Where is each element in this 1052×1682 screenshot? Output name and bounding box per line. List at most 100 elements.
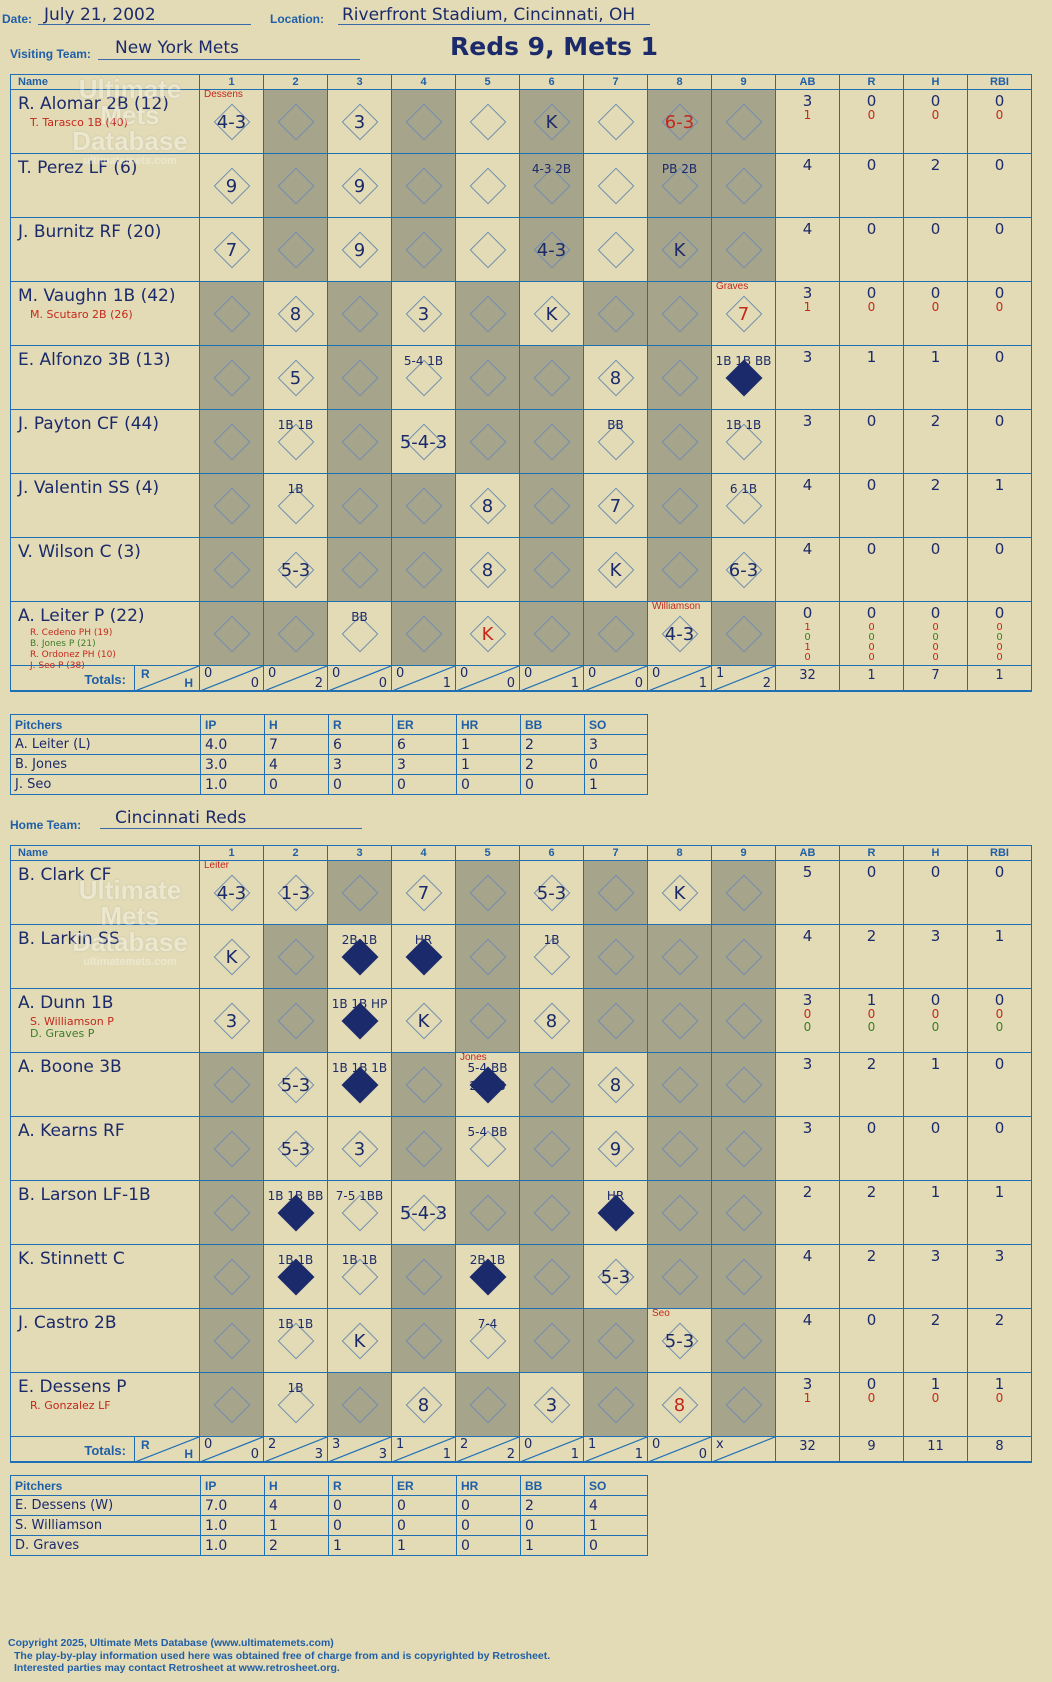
base-diamond [661, 1066, 698, 1103]
play-cell [712, 90, 776, 154]
stat-value: 0 [994, 540, 1005, 558]
inning-header: 2 [264, 845, 328, 861]
play-cell [328, 282, 392, 346]
play-cell: HR [584, 1181, 648, 1245]
pitchers-header-cell: SO [589, 1479, 607, 1493]
batter-name: M. Vaughn 1B (42) [18, 286, 176, 306]
play-cell: 6-3 [712, 538, 776, 602]
pitcher-stat-cell: 0 [457, 775, 521, 795]
base-diamond [597, 938, 634, 975]
pitcher-stat-cell: 2 [265, 1536, 329, 1556]
base-diamond [725, 874, 762, 911]
stat-cell: 0 [968, 538, 1032, 602]
pitcher-stat-cell: 1 [589, 1518, 598, 1534]
play-cell [520, 538, 584, 602]
inning-hits: 3 [378, 1447, 387, 1462]
base-diamond [213, 1066, 250, 1103]
stat-cell: 0 [840, 474, 904, 538]
watermark-logo: Ultimate Mets Database ultimatemets.com [40, 76, 220, 216]
sub-stat-value: 0 [931, 1007, 940, 1021]
play-cell [520, 1117, 584, 1181]
play-cell: 5-4-3 [392, 1181, 456, 1245]
stat-cell: 1 [968, 474, 1032, 538]
play-cell: 1B 1B [712, 410, 776, 474]
play-cell [456, 218, 520, 282]
play-cell: K [648, 218, 712, 282]
play-cell [200, 282, 264, 346]
play-cell [712, 218, 776, 282]
stat-cell: 0 [840, 218, 904, 282]
sub-stat-value: 0 [868, 622, 875, 633]
inning-hits: 1 [570, 676, 579, 691]
batter-row: J. Burnitz RF (20) 7 9 4-3 K 4 0 0 0 [10, 218, 1032, 282]
sub-stat-value: 0 [867, 1007, 876, 1021]
play-result: 1B [287, 482, 304, 496]
substitute-name: J. Seo P (38) [30, 661, 85, 671]
play-cell: K [200, 925, 264, 989]
base-diamond [213, 615, 250, 652]
pitcher-stat-cell: 0 [393, 775, 457, 795]
play-cell [584, 218, 648, 282]
sub-stat-value: 0 [803, 1007, 812, 1021]
pitcher-stat-cell: 4 [265, 755, 329, 774]
pitcher-stat-cell: 1 [457, 755, 521, 774]
stat-cell: 4 [776, 1245, 840, 1309]
inning-hits: 0 [250, 676, 259, 691]
play-result: 1B 1B [277, 1317, 314, 1331]
stat-cell: 0 [840, 861, 904, 925]
play-cell: 5 [264, 346, 328, 410]
stat-value: 0 [930, 284, 941, 302]
play-result: 7 [417, 883, 430, 904]
play-cell: 9 [328, 218, 392, 282]
play-cell: 4-3 2B [520, 154, 584, 218]
play-cell: K [648, 861, 712, 925]
play-cell: 2B 1B [456, 1245, 520, 1309]
sub-stat-value: 0 [867, 1391, 876, 1405]
batter-row: R. Alomar 2B (12) T. Tarasco 1B (40) 4-3 De… [10, 89, 1032, 154]
batter-name: B. Larson LF-1B [18, 1185, 151, 1205]
play-cell: 6-3 [648, 90, 712, 154]
play-cell: 1B 1B BB [712, 346, 776, 410]
pitcher-stat-cell: 0 [457, 1516, 521, 1535]
base-diamond [533, 423, 570, 460]
sub-stat-value: 0 [996, 642, 1003, 653]
play-cell [456, 861, 520, 925]
pitcher-stat-cell: 1.0 [201, 1516, 265, 1535]
sub-stat-value: 0 [995, 108, 1004, 122]
stat-cell: 3 [904, 925, 968, 989]
stat-value: 0 [930, 1119, 941, 1137]
inning-header: 8 [648, 74, 712, 90]
stat-cell: 3 [904, 1245, 968, 1309]
inning-header: 9 [712, 74, 776, 90]
substitute-name: M. Scutaro 2B (26) [30, 308, 133, 321]
sub-stat-value: 1 [803, 108, 812, 122]
pitchers-header-cell: ER [393, 1476, 457, 1495]
play-result: 1B 1B [341, 1253, 378, 1267]
play-cell [712, 861, 776, 925]
play-cell [200, 1053, 264, 1117]
play-cell [712, 989, 776, 1053]
stat-cell: 3 [776, 410, 840, 474]
totals-label-cell: Totals: [10, 1437, 135, 1462]
batter-name: E. Alfonzo 3B (13) [18, 350, 171, 370]
batter-row: B. Larson LF-1B 1B 1B BB 7-5 1BB 5-4-3 HR 2 2 1… [10, 1181, 1032, 1245]
play-cell: K [520, 282, 584, 346]
inning-header: 6 [520, 74, 584, 90]
base-diamond [405, 551, 442, 588]
play-result: 5-4 1B [403, 354, 444, 368]
stat-value: 3 [802, 412, 813, 430]
stat-total-cell: 1 [968, 666, 1032, 691]
play-cell [648, 282, 712, 346]
base-diamond [277, 103, 314, 140]
play-cell [520, 602, 584, 666]
home-team-value: Cincinnati Reds [115, 808, 247, 828]
stat-value: 2 [802, 1183, 813, 1201]
substitute-name: R. Ordonez PH (10) [30, 650, 116, 660]
batter-name: V. Wilson C (3) [18, 542, 141, 562]
